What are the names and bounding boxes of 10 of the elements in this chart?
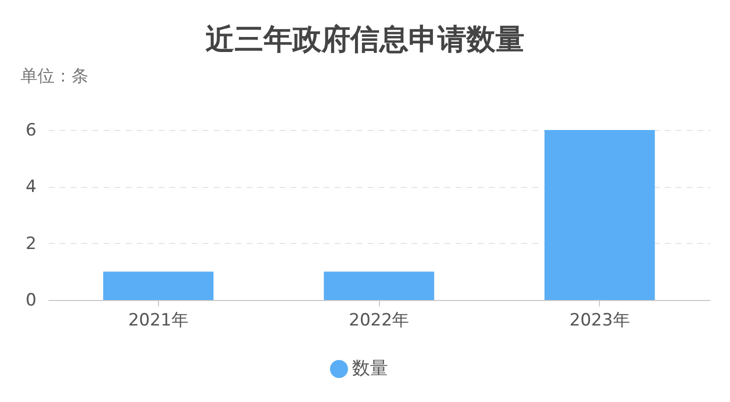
chart-title: 近三年政府信息申请数量 — [206, 22, 524, 56]
y-tick-label: 6 — [26, 120, 36, 140]
y-tick-label: 4 — [26, 177, 36, 198]
y-axis-title: 单位：条 — [20, 66, 88, 86]
x-tick-label: 2022年 — [348, 310, 410, 330]
y-tick-label: 2 — [26, 234, 36, 254]
legend-label: 数量 — [352, 358, 388, 379]
x-tick-label: 2023年 — [570, 310, 630, 330]
y-tick-label: 0 — [26, 290, 36, 310]
x-tick-label: 2021年 — [128, 310, 188, 330]
